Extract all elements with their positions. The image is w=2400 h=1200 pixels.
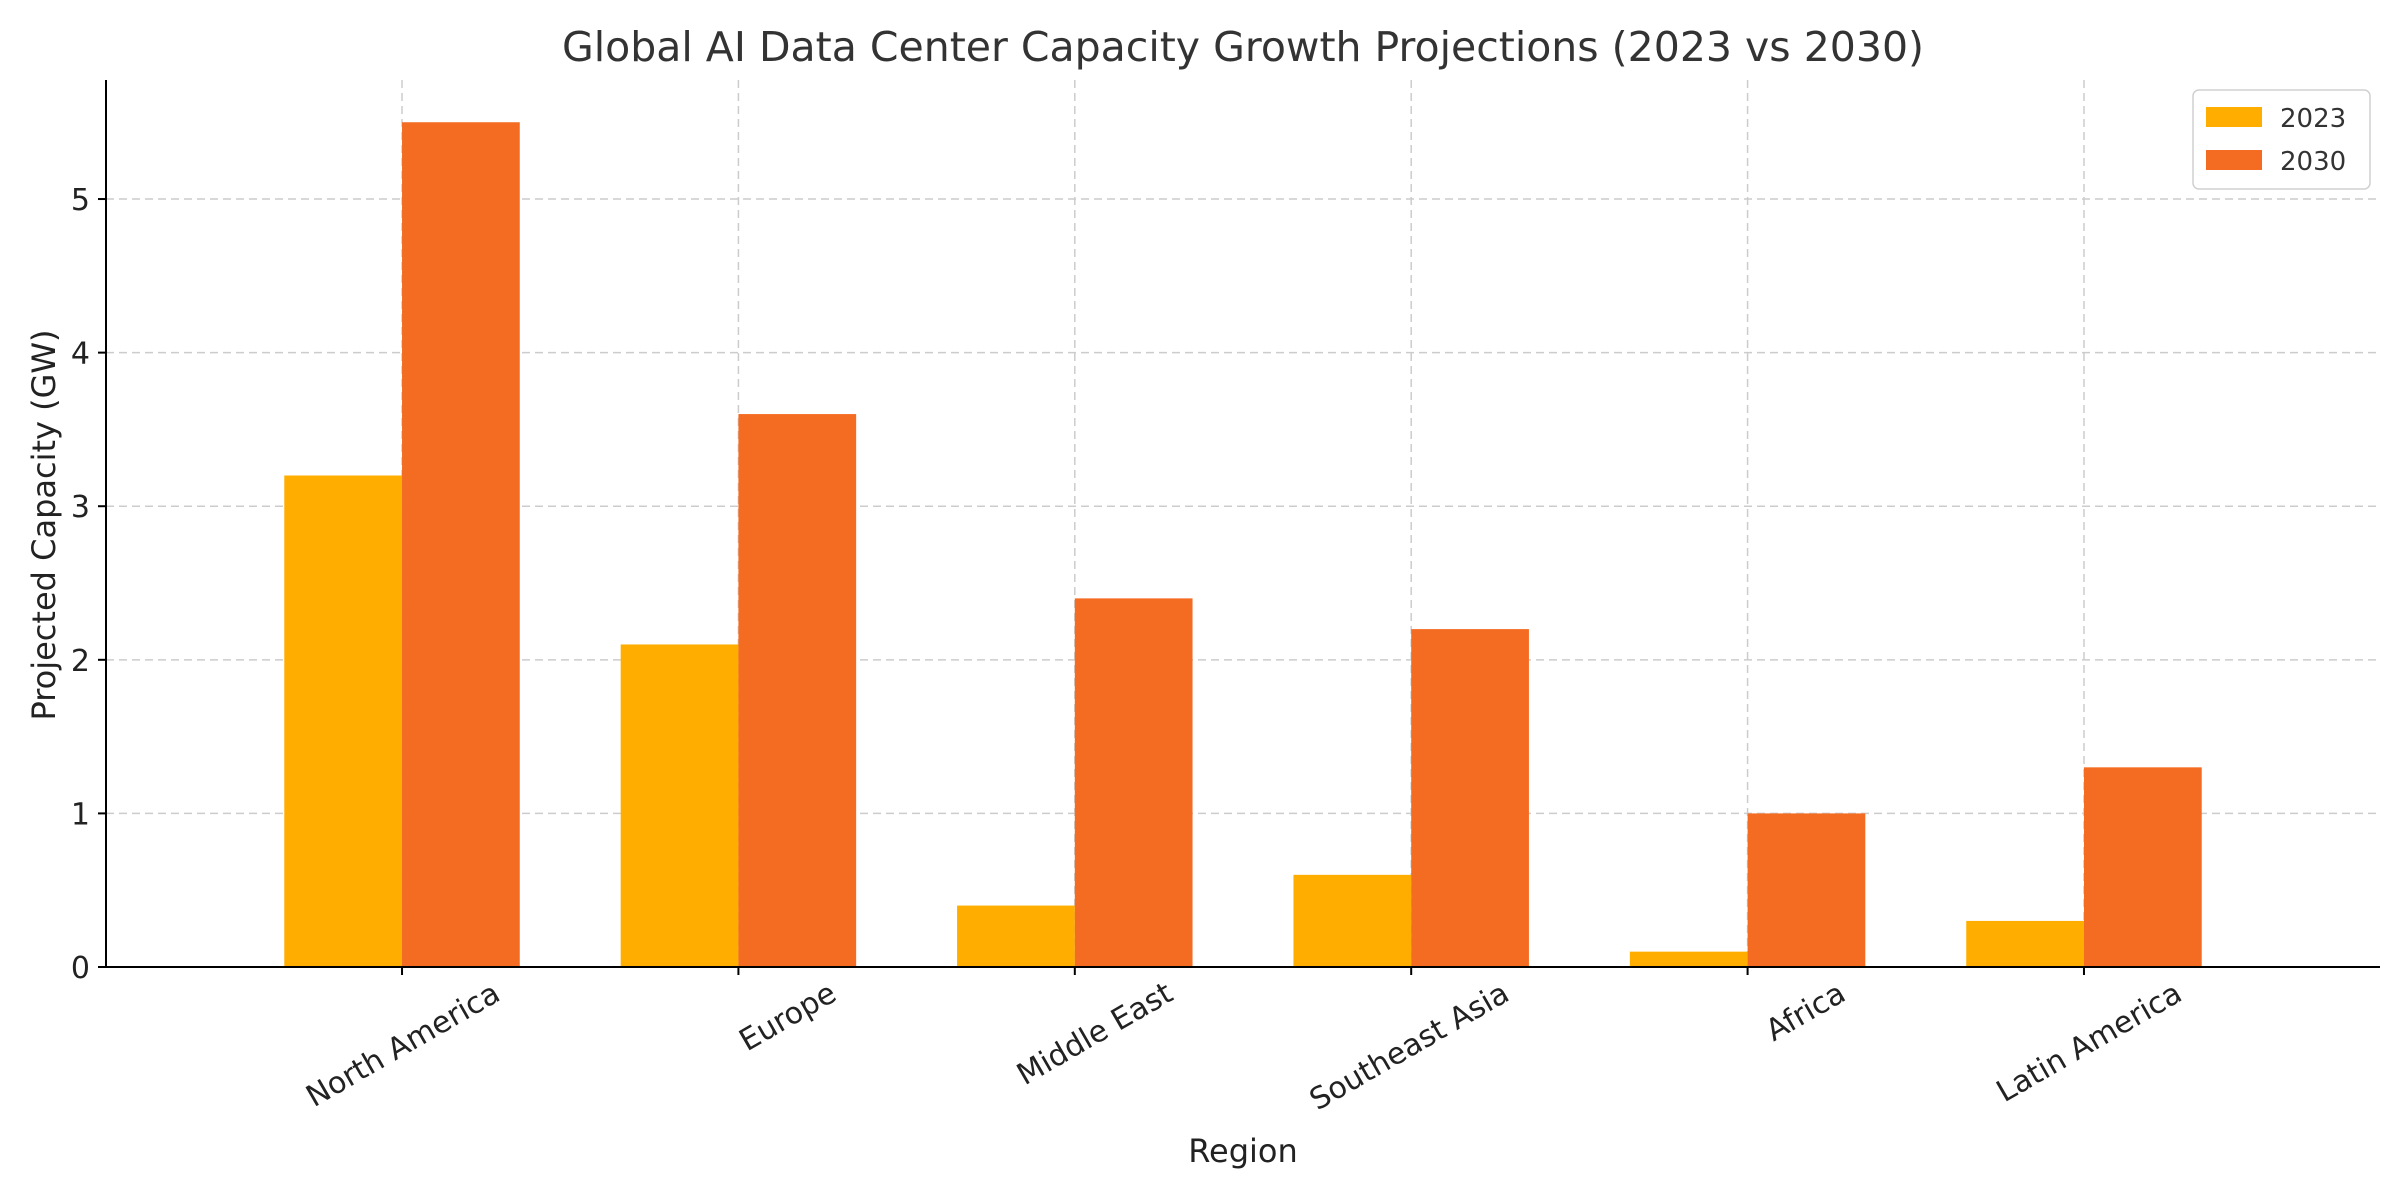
bar-2023-middle-east (957, 905, 1075, 967)
bar-2030-latin-america (2083, 767, 2202, 967)
x-ticks: North America Europe Middle East Southeast … (300, 967, 2188, 1118)
y-tick-label: 3 (71, 490, 90, 525)
x-tick-label-europe: Europe (734, 976, 843, 1059)
y-tick-label: 1 (71, 797, 90, 832)
x-tick-label-latin-america: Latin America (1991, 976, 2188, 1110)
bar-2030-europe (738, 414, 857, 967)
y-tick-label: 5 (71, 183, 90, 218)
legend-swatch-2030 (2206, 150, 2262, 170)
y-tick-label: 2 (71, 644, 90, 679)
x-tick-label-north-america: North America (300, 976, 506, 1115)
bar-2023-latin-america (1966, 920, 2084, 967)
legend: 2023 2030 (2192, 89, 2371, 190)
y-axis-label: Projected Capacity (GW) (25, 329, 63, 720)
x-axis-label: Region (1188, 1132, 1298, 1170)
legend-swatch-2023 (2206, 107, 2262, 127)
y-ticks: 0 1 2 3 4 5 (71, 183, 106, 986)
bar-2030-africa (1747, 813, 1866, 967)
x-tick-label-southeast-asia: Southeast Asia (1304, 976, 1515, 1118)
x-tick-label-africa: Africa (1760, 976, 1852, 1049)
y-tick-label: 0 (71, 951, 90, 986)
legend-label-2030: 2030 (2280, 147, 2346, 177)
bar-2023-europe (620, 644, 739, 967)
axes (105, 80, 2380, 968)
legend-label-2023: 2023 (2280, 104, 2346, 134)
bars (284, 122, 2202, 967)
bar-2023-africa (1629, 951, 1748, 967)
y-tick-label: 4 (71, 337, 90, 372)
bar-2030-middle-east (1074, 598, 1193, 967)
bar-2023-southeast-asia (1293, 874, 1412, 967)
bar-2030-southeast-asia (1411, 629, 1529, 967)
chart-title: Global AI Data Center Capacity Growth Pr… (562, 23, 1924, 71)
bar-2023-north-america (284, 475, 403, 967)
bar-2030-north-america (402, 122, 520, 967)
x-tick-label-middle-east: Middle East (1011, 976, 1179, 1093)
